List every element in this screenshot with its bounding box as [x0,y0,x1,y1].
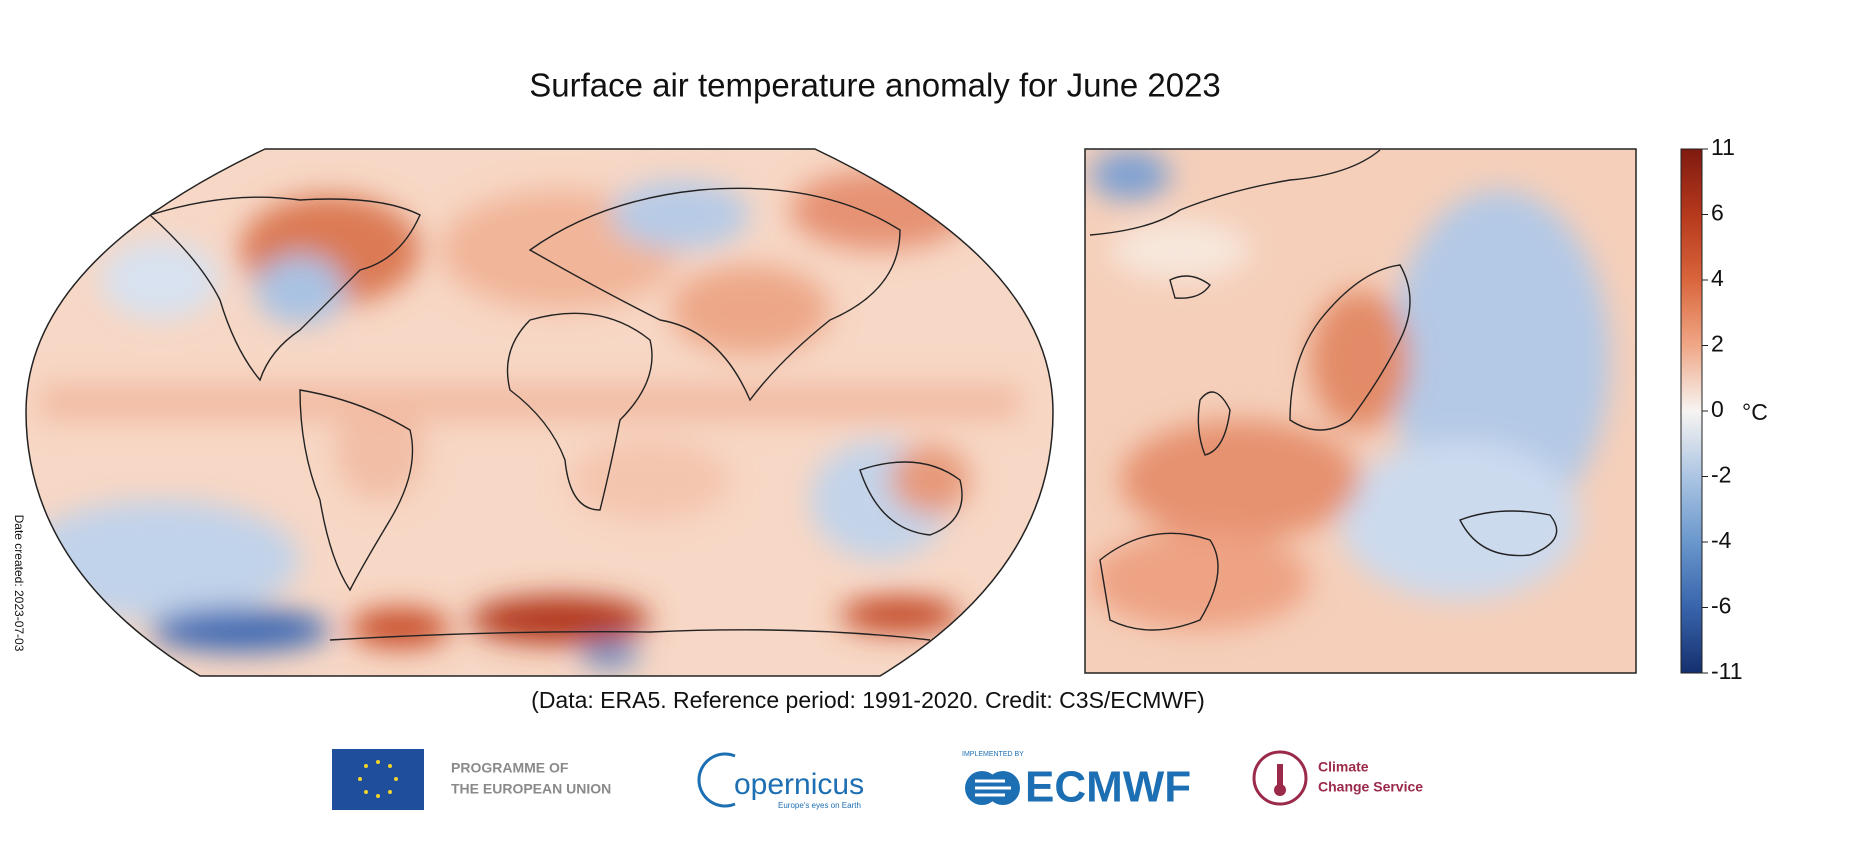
c3s-text: Climate [1318,759,1369,775]
colorbar-tick-label: 11 [1711,134,1735,160]
copernicus-text: opernicus [734,768,864,801]
world-map-border [25,148,1054,677]
colorbar-tick-label: 6 [1711,200,1724,226]
colorbar-tick-label: -6 [1711,593,1731,619]
ecmwf-text: ECMWF [1025,763,1191,812]
europe-map-border [1084,148,1637,674]
colorbar-unit: °C [1742,399,1768,425]
c3s-text: Change Service [1318,779,1423,795]
eu-text: THE EUROPEAN UNION [451,781,611,797]
colorbar-tick-label: 4 [1711,265,1724,291]
caption: (Data: ERA5. Reference period: 1991-2020… [531,687,1205,713]
europe-map [1085,149,1636,673]
colorbar-tick-label: 2 [1711,331,1724,357]
colorbar-tick-label: -2 [1711,462,1731,488]
eu-logo: PROGRAMME OF THE EUROPEAN UNION [332,749,611,810]
eu-text: PROGRAMME OF [451,760,569,776]
colorbar-tick-label: -11 [1711,658,1743,684]
title: Surface air temperature anomaly for June… [529,67,1221,104]
copernicus-tagline: Europe's eyes on Earth [778,801,861,810]
c3s-logo: Climate Change Service [1252,750,1423,806]
ecmwf-top: IMPLEMENTED BY [962,751,1024,758]
date-created: Date created: 2023-07-03 [12,515,26,652]
colorbar-tick-label: -4 [1711,527,1732,553]
ecmwf-logo: IMPLEMENTED BY ECMWF [962,751,1191,812]
colorbar-tick-label: 0 [1711,396,1724,422]
world-map [26,149,1053,676]
copernicus-logo: opernicus Europe's eyes on Earth [697,752,864,810]
colorbar [1680,148,1703,674]
